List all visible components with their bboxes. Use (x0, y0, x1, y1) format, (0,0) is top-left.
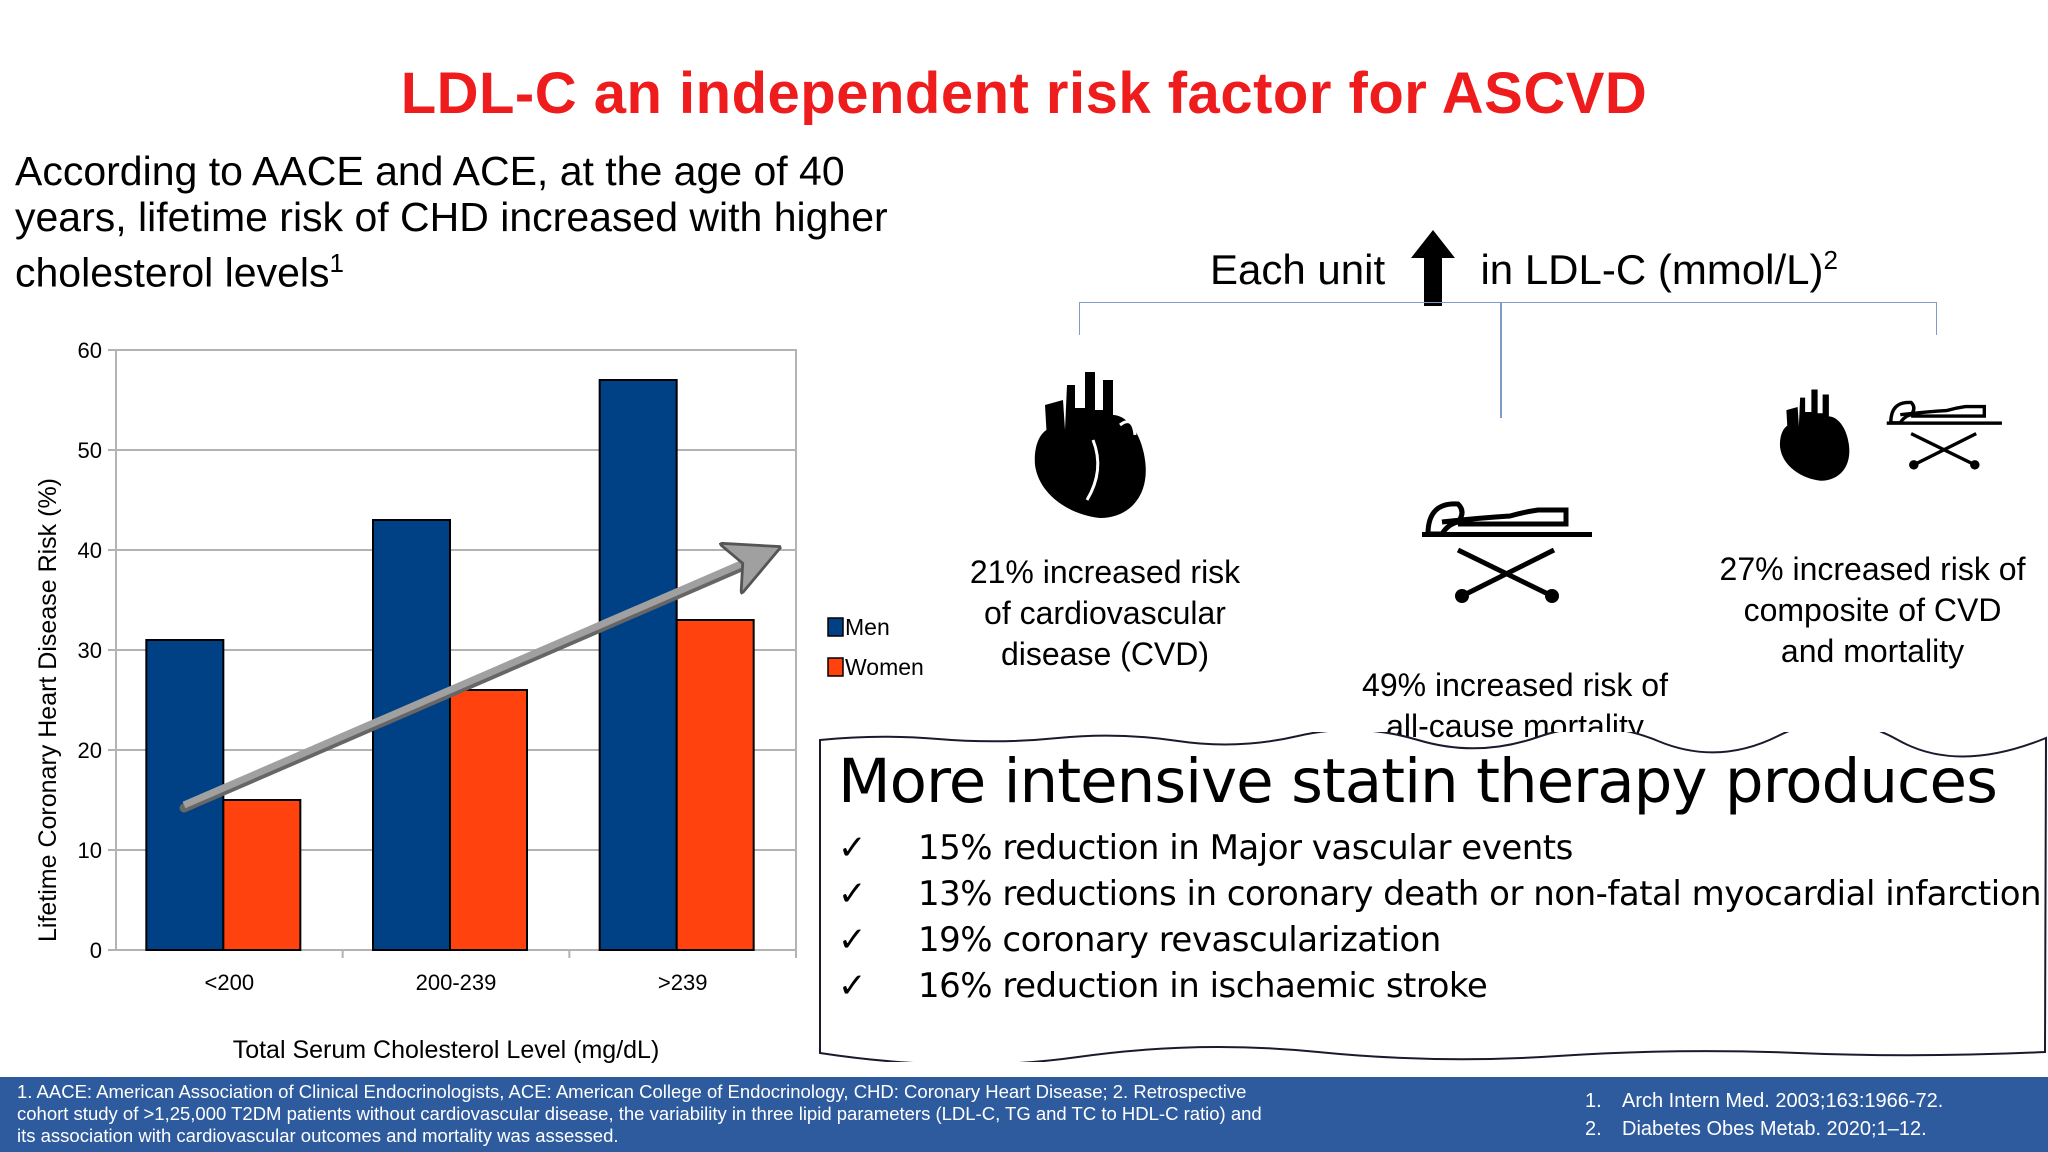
heart-icon (1034, 372, 1146, 518)
ldl-footnote-marker: 2 (1823, 245, 1838, 276)
bracket-connector (1079, 302, 1937, 335)
trend-arrow (182, 555, 762, 809)
statin-item-text: 19% coronary revascularization (918, 920, 1441, 960)
legend-swatch-men (827, 617, 844, 637)
intro-body: According to AACE and ACE, at the age of… (15, 148, 888, 296)
stat-composite-line3: and mortality (1780, 633, 1965, 669)
x-tick-label: <200 (205, 970, 255, 995)
ldl-suffix: in LDL-C (mmol/L) (1480, 246, 1824, 294)
statin-item: ✓ 16% reduction in ischaemic stroke (838, 966, 1488, 1006)
intro-footnote-marker: 1 (329, 248, 344, 278)
reference-item: 1. Arch Intern Med. 2003;163:1966-72. (1585, 1087, 1943, 1115)
check-icon: ✓ (838, 874, 867, 914)
bar-women (449, 689, 528, 951)
stat-cvd-line3: disease (CVD) (1000, 636, 1210, 672)
stat-composite: 27% increased risk of composite of CVD a… (1700, 549, 2045, 672)
statin-item: ✓ 15% reduction in Major vascular events (838, 828, 1573, 868)
bar-men (598, 379, 678, 951)
legend-label-men: Men (845, 614, 890, 640)
stat-cvd-line2: of cardiovascular (984, 595, 1226, 631)
stat-composite-line1: 27% increased risk of (1719, 551, 2026, 587)
references: 1. Arch Intern Med. 2003;163:1966-72. 2. D… (1585, 1087, 1943, 1143)
small-heart-icon (1779, 389, 1850, 481)
bar-women (222, 799, 302, 951)
statin-item: ✓ 13% reductions in coronary death or non… (838, 874, 2042, 914)
reference-text: Diabetes Obes Metab. 2020;1–12. (1622, 1118, 1927, 1140)
footer-bar (0, 1077, 2048, 1152)
footer-note: 1. AACE: American Association of Clinica… (17, 1081, 1262, 1146)
check-icon: ✓ (838, 966, 867, 1006)
stat-cvd-line1: 21% increased risk (969, 554, 1241, 590)
bar-men (372, 519, 451, 951)
reference-number: 1. (1585, 1090, 1602, 1112)
arrow-up-icon (1410, 230, 1455, 316)
cholesterol-risk-chart: 0 10 20 30 40 50 60 <200 200-239 >239 Men Women Tota… (34, 338, 924, 1064)
y-tick-label: 0 (90, 938, 102, 963)
y-tick-label: 40 (78, 538, 102, 563)
y-tick-label: 10 (78, 838, 102, 863)
y-axis-label: Lifetime Coronary Heart Disease Risk (%) (34, 478, 62, 942)
check-icon: ✓ (838, 828, 867, 868)
stat-composite-line2: composite of CVD (1743, 592, 2002, 628)
check-icon: ✓ (838, 920, 867, 960)
statin-item-text: 13% reductions in coronary death or non-… (918, 874, 2042, 914)
reference-text: Arch Intern Med. 2003;163:1966-72. (1622, 1090, 1944, 1112)
bar-women (675, 619, 755, 951)
intro-text: According to AACE and ACE, at the age of… (15, 148, 895, 296)
statin-heading: More intensive statin therapy produces (838, 746, 1998, 817)
statin-item: ✓ 19% coronary revascularization (838, 920, 1441, 960)
stat-mortality-line1: 49% increased risk of (1362, 667, 1668, 703)
legend-swatch-women (827, 657, 844, 677)
y-tick-label: 60 (78, 338, 102, 363)
statin-box (819, 732, 2048, 1062)
x-axis-label: Total Serum Cholesterol Level (mg/dL) (233, 1036, 660, 1064)
y-tick-label: 30 (78, 638, 102, 663)
y-tick-label: 20 (78, 738, 102, 763)
slide-title: LDL-C an independent risk factor for ASC… (400, 61, 1648, 126)
small-stretcher-icon (1886, 400, 2002, 470)
stat-cvd: 21% increased risk of cardiovascular dis… (935, 552, 1275, 675)
ldl-header: Each unit in LDL-C (mmol/L)2 (1210, 230, 1838, 316)
statin-item-text: 16% reduction in ischaemic stroke (918, 966, 1488, 1006)
reference-item: 2. Diabetes Obes Metab. 2020;1–12. (1585, 1115, 1943, 1143)
statin-item-text: 15% reduction in Major vascular events (918, 828, 1573, 868)
ldl-prefix: Each unit (1210, 246, 1386, 294)
bracket-center-stem (1500, 303, 1502, 418)
x-tick-label: 200-239 (416, 970, 497, 995)
stretcher-icon (1422, 501, 1592, 603)
x-tick-label: >239 (658, 970, 708, 995)
legend-label-women: Women (845, 654, 924, 680)
reference-number: 2. (1585, 1118, 1602, 1140)
y-tick-label: 50 (78, 438, 102, 463)
